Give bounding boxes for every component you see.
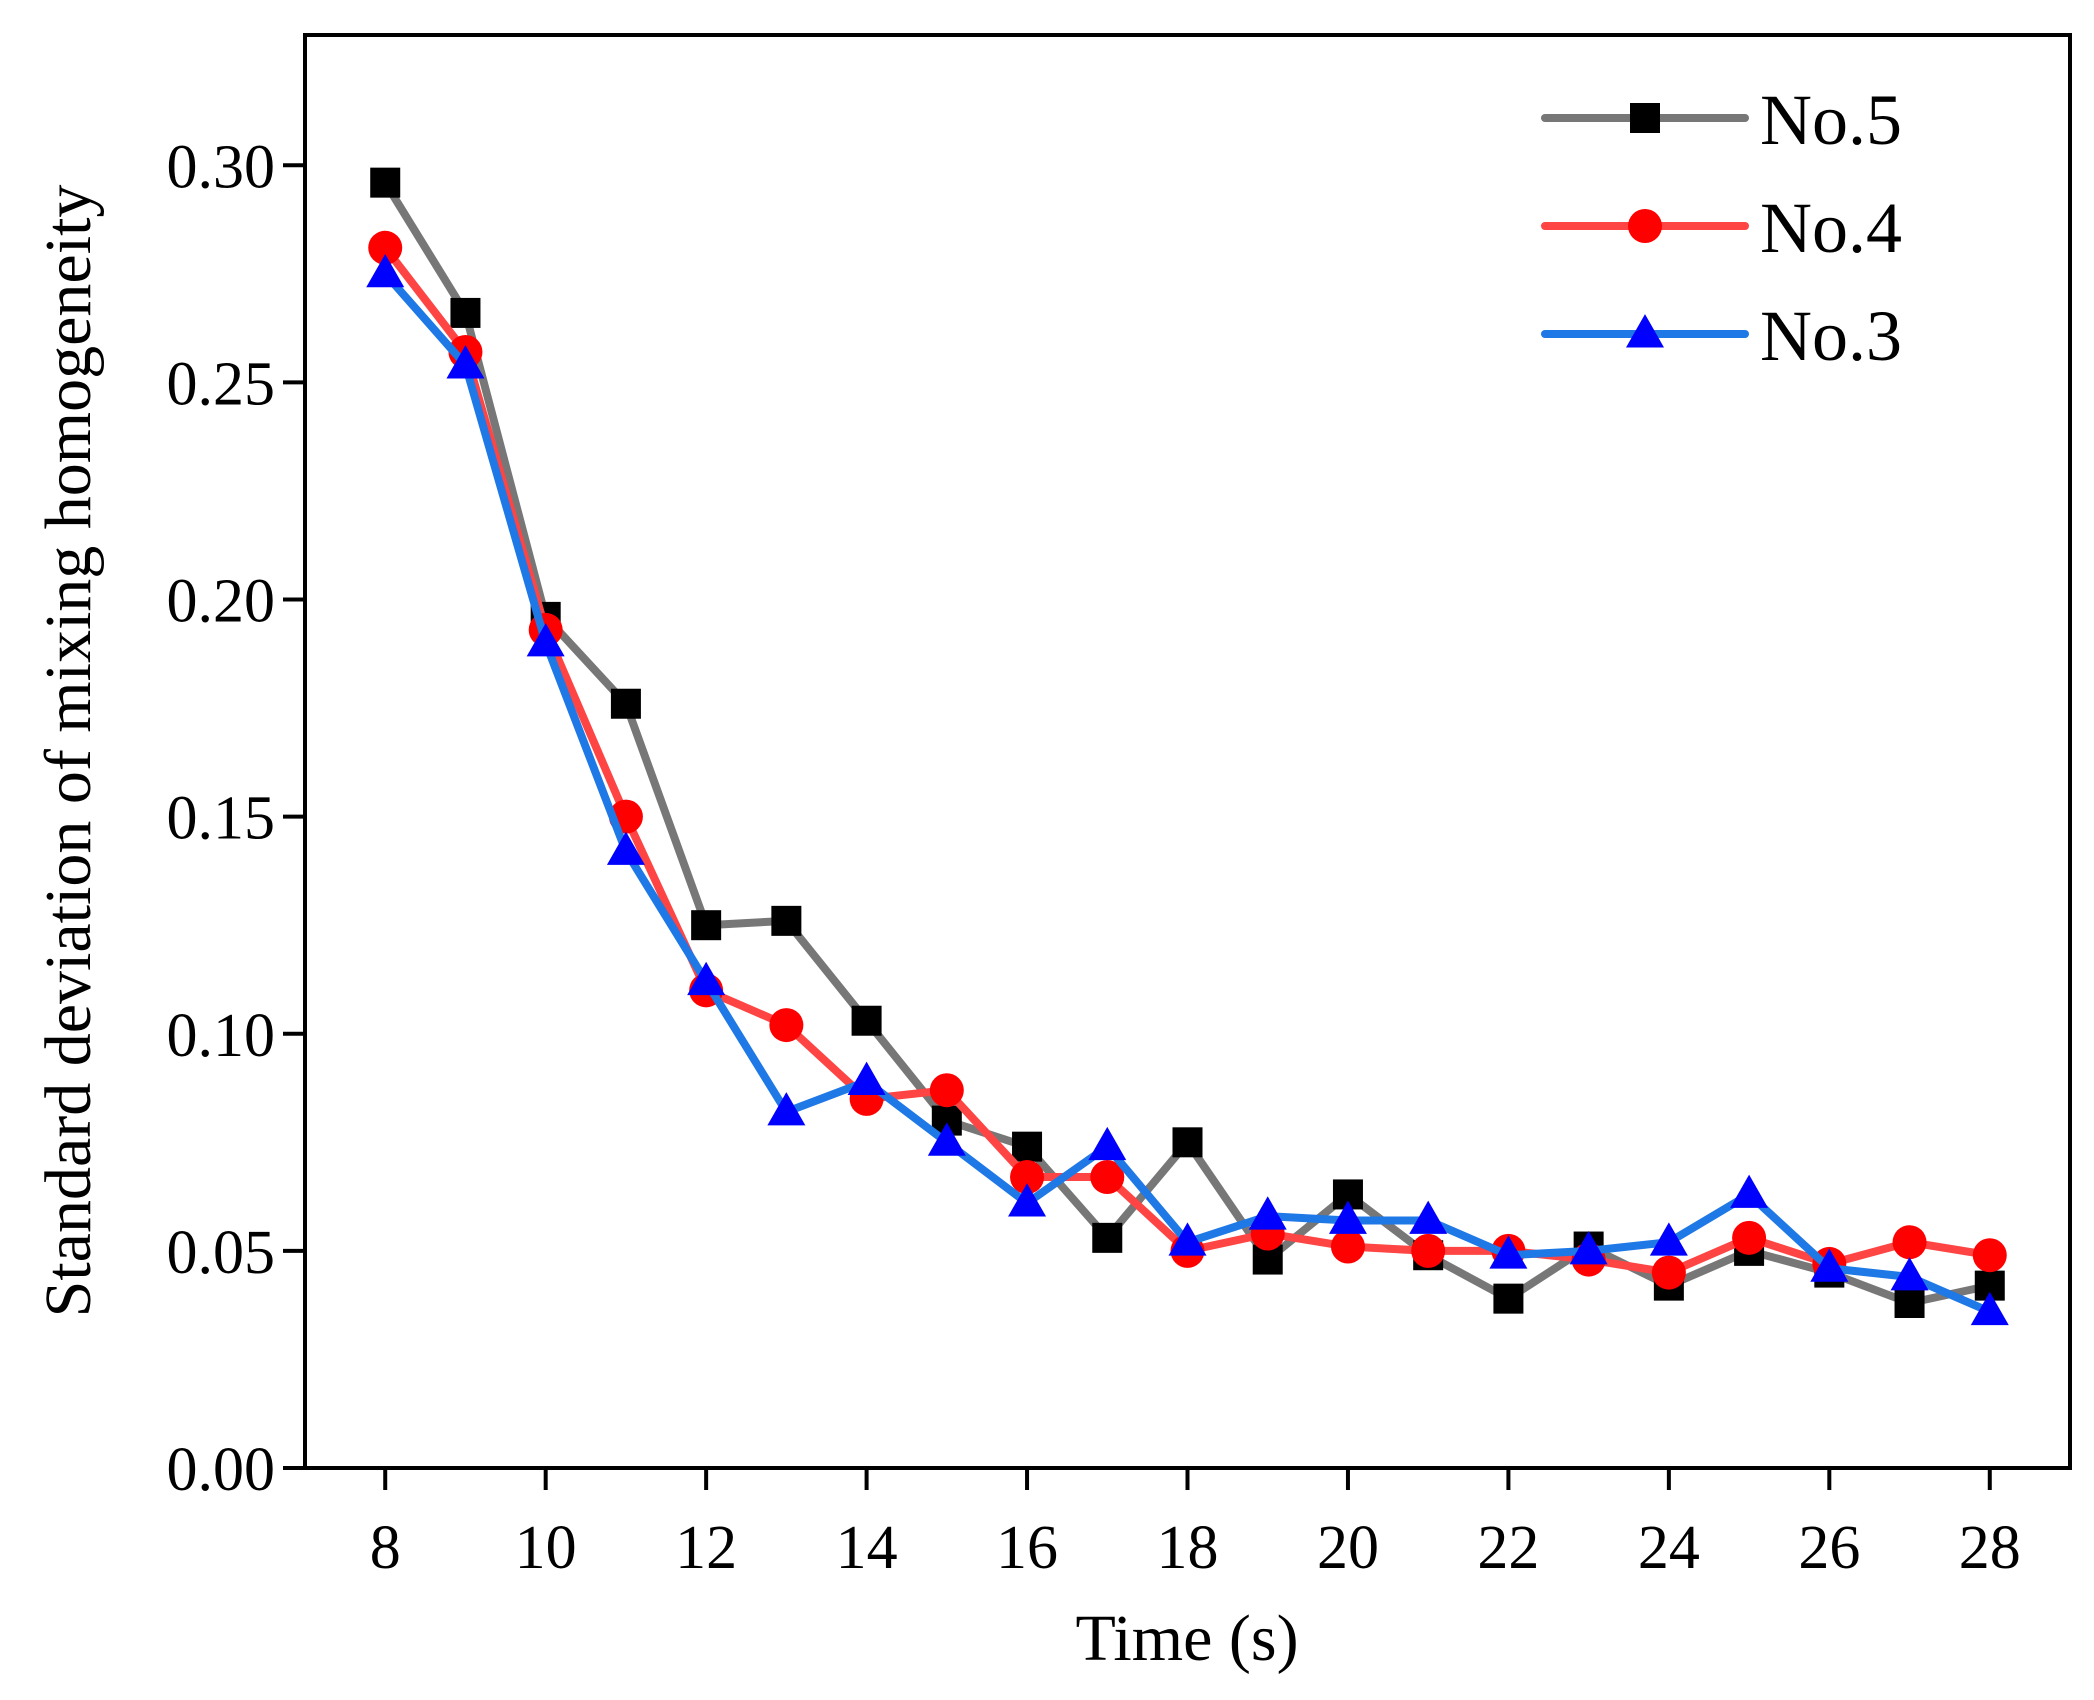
data-point-no-5-27 [1894, 1287, 1925, 1318]
data-point-no-3-17 [1088, 1126, 1127, 1161]
y-tick-label-2: 0.10 [167, 1002, 276, 1070]
data-point-no-5-11 [610, 688, 641, 719]
data-point-no-3-10 [526, 623, 565, 657]
x-tick-label-8: 8 [370, 1514, 401, 1582]
data-point-no-3-27 [1890, 1257, 1929, 1291]
x-tick-label-22: 22 [1477, 1514, 1539, 1582]
data-point-no-3-16 [1008, 1183, 1047, 1217]
y-axis-title: Standard deviation of mixing homogeneity [32, 185, 105, 1318]
y-tick-label-0: 0.00 [167, 1436, 276, 1504]
data-point-no-4-13 [769, 1008, 804, 1043]
data-point-no-4-8 [368, 230, 403, 265]
legend-item-no-3: No.3 [1541, 296, 1902, 376]
legend-label-no-4: No.4 [1760, 188, 1902, 268]
y-tick-label-1: 0.05 [167, 1219, 276, 1287]
legend-item-no-5: No.5 [1541, 80, 1902, 160]
legend-label-no-5: No.5 [1760, 80, 1902, 160]
x-tick-label-12: 12 [675, 1514, 737, 1582]
y-tick-label-4: 0.20 [167, 568, 276, 636]
data-point-no-3-14 [847, 1061, 886, 1095]
data-point-no-5-12 [691, 910, 722, 941]
data-point-no-4-16 [1010, 1160, 1045, 1195]
y-tick-label-5: 0.25 [167, 350, 276, 418]
data-point-no-3-11 [606, 831, 645, 865]
legend-label-no-3: No.3 [1760, 296, 1902, 376]
legend: No.5 No.4 No.3 [1541, 80, 1902, 376]
data-point-no-5-13 [771, 905, 802, 936]
data-point-no-5-17 [1092, 1222, 1123, 1253]
x-tick-label-26: 26 [1798, 1514, 1860, 1582]
x-axis: 8 10 12 14 16 18 20 22 24 26 28 [370, 1468, 2021, 1582]
data-point-no-4-25 [1732, 1220, 1767, 1255]
data-point-no-4-21 [1411, 1233, 1446, 1268]
data-point-no-5-8 [370, 167, 401, 198]
data-point-no-3-18 [1168, 1222, 1207, 1256]
data-point-no-3-26 [1810, 1248, 1849, 1282]
data-point-no-3-20 [1328, 1200, 1367, 1234]
data-point-no-4-27 [1892, 1225, 1927, 1260]
data-point-no-3-15 [927, 1122, 966, 1156]
data-point-no-5-9 [450, 297, 481, 328]
data-point-no-4-28 [1972, 1238, 2007, 1273]
y-tick-label-6: 0.30 [167, 133, 276, 201]
data-point-no-3-22 [1489, 1235, 1528, 1269]
x-tick-label-18: 18 [1157, 1514, 1219, 1582]
x-tick-label-28: 28 [1959, 1514, 2021, 1582]
data-point-no-5-16 [1012, 1131, 1043, 1162]
data-point-no-3-12 [687, 961, 726, 996]
x-tick-label-14: 14 [836, 1514, 898, 1582]
y-tick-label-3: 0.15 [167, 785, 276, 853]
plot-area [366, 167, 2009, 1326]
data-point-no-3-8 [366, 253, 405, 288]
data-point-no-4-20 [1330, 1229, 1365, 1264]
x-tick-label-20: 20 [1317, 1514, 1379, 1582]
x-tick-label-24: 24 [1638, 1514, 1700, 1582]
legend-marker-no-5 [1630, 103, 1660, 133]
data-point-no-5-18 [1172, 1127, 1203, 1158]
y-axis: 0.00 0.05 0.10 0.15 0.20 0.25 0.30 [167, 133, 305, 1504]
series-line-no-4 [381, 243, 1994, 1277]
x-tick-label-16: 16 [996, 1514, 1058, 1582]
data-point-no-3-13 [767, 1092, 806, 1126]
data-point-no-3-19 [1248, 1196, 1287, 1230]
data-point-no-3-21 [1409, 1200, 1448, 1234]
legend-item-no-4: No.4 [1541, 188, 1902, 268]
data-point-no-5-22 [1493, 1283, 1524, 1314]
data-point-no-3-24 [1649, 1222, 1688, 1256]
data-point-no-4-17 [1090, 1160, 1125, 1195]
legend-marker-no-3 [1626, 314, 1664, 348]
data-point-no-5-14 [851, 1005, 882, 1036]
series-no-3 [366, 253, 2009, 1326]
data-point-no-3-28 [1970, 1291, 2009, 1326]
x-axis-title: Time (s) [1075, 1602, 1298, 1675]
data-point-no-3-25 [1730, 1174, 1769, 1208]
legend-marker-no-4 [1628, 209, 1662, 243]
data-point-no-3-23 [1569, 1231, 1608, 1265]
x-tick-label-10: 10 [515, 1514, 577, 1582]
data-point-no-4-15 [929, 1073, 964, 1108]
data-point-no-3-9 [446, 345, 485, 379]
data-point-no-4-24 [1651, 1255, 1686, 1290]
